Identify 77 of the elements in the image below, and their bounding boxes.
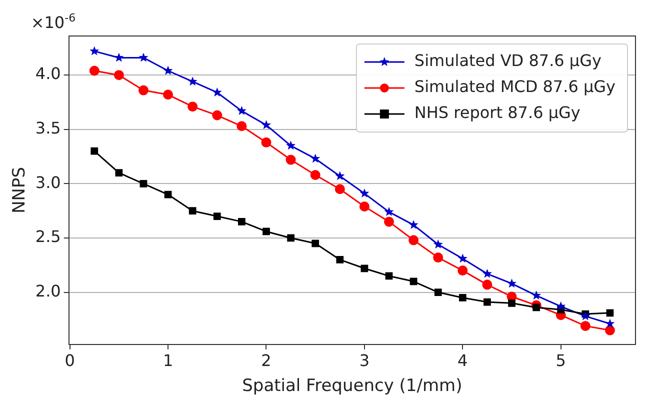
point	[261, 137, 272, 148]
point	[163, 66, 173, 75]
point	[212, 110, 222, 120]
point	[188, 76, 198, 86]
point	[580, 311, 590, 320]
point	[360, 188, 370, 198]
point	[508, 299, 516, 307]
point	[458, 294, 466, 302]
point	[606, 309, 614, 317]
point	[310, 170, 320, 180]
y-tick-label: 3.0	[35, 172, 61, 192]
x-tick-label: 2	[261, 351, 272, 370]
point	[507, 278, 517, 288]
point	[484, 298, 491, 306]
point	[138, 85, 148, 96]
point	[188, 207, 196, 215]
point	[482, 280, 492, 290]
point	[312, 240, 320, 248]
point	[556, 301, 566, 310]
legend-label: NHS report 87.6 μGy	[414, 103, 580, 122]
point	[385, 272, 393, 280]
point	[410, 278, 418, 286]
point	[164, 190, 172, 198]
point	[605, 318, 615, 328]
point	[359, 201, 370, 212]
point	[286, 154, 296, 165]
point	[433, 252, 444, 263]
point	[238, 218, 246, 226]
point	[140, 180, 148, 188]
point	[384, 206, 394, 216]
y-tick-label: 2.5	[35, 227, 61, 246]
point	[458, 266, 468, 276]
point	[433, 239, 443, 249]
legend-label: Simulated VD 87.6 μGy	[414, 51, 602, 70]
point	[213, 212, 221, 220]
point	[336, 256, 344, 264]
point	[532, 304, 540, 312]
point	[163, 90, 174, 100]
point	[482, 268, 492, 278]
x-tick-label: 4	[458, 351, 468, 370]
point	[287, 234, 294, 242]
point	[360, 264, 368, 272]
point	[262, 228, 270, 236]
y-tick-label: 3.5	[35, 118, 61, 138]
point	[236, 121, 247, 132]
point	[434, 288, 442, 296]
point	[604, 325, 615, 336]
point	[138, 52, 148, 62]
point	[114, 52, 124, 62]
point	[188, 102, 198, 112]
point	[335, 171, 345, 180]
point	[286, 140, 296, 150]
point	[580, 320, 590, 331]
point	[90, 46, 100, 56]
x-tick-label: 0	[64, 351, 75, 370]
point	[334, 184, 345, 194]
point	[212, 87, 222, 97]
point	[89, 66, 100, 76]
point	[115, 169, 123, 177]
y-axis-title: NNPS	[10, 166, 30, 214]
point	[236, 106, 246, 115]
point	[408, 220, 418, 229]
point	[310, 154, 320, 163]
legend-label: Simulated MCD 87.6 μGy	[414, 77, 616, 96]
point	[384, 216, 394, 227]
x-tick-label: 5	[556, 351, 566, 370]
point	[90, 147, 98, 155]
point	[261, 120, 271, 130]
point	[114, 70, 124, 80]
x-tick-label: 3	[359, 351, 370, 370]
point	[458, 254, 468, 263]
point	[408, 235, 419, 246]
y-tick-label: 2.0	[35, 281, 61, 300]
x-axis-title: Spatial Frequency (1/mm)	[242, 376, 462, 396]
point	[532, 290, 542, 300]
x-tick-label: 1	[162, 351, 174, 370]
y-tick-label: 4.0	[35, 64, 61, 84]
